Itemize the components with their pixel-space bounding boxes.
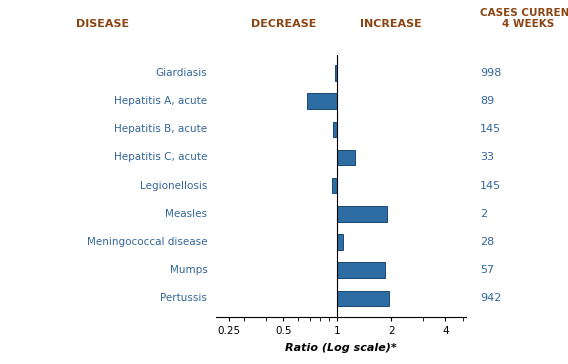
Text: DISEASE: DISEASE: [76, 19, 129, 29]
Text: INCREASE: INCREASE: [361, 19, 422, 29]
Text: 2: 2: [480, 209, 487, 219]
Text: CASES CURRENT
4 WEEKS: CASES CURRENT 4 WEEKS: [480, 8, 568, 29]
Text: DECREASE: DECREASE: [250, 19, 316, 29]
Bar: [337, 234, 343, 250]
Text: 57: 57: [480, 265, 494, 275]
Bar: [337, 206, 387, 222]
Text: Pertussis: Pertussis: [160, 293, 207, 303]
Text: Measles: Measles: [165, 209, 207, 219]
Bar: [337, 150, 355, 165]
Text: Hepatitis C, acute: Hepatitis C, acute: [114, 153, 207, 162]
Text: Legionellosis: Legionellosis: [140, 181, 207, 191]
Text: 145: 145: [480, 124, 501, 134]
Bar: [332, 178, 337, 193]
Text: 89: 89: [480, 96, 494, 106]
Text: Mumps: Mumps: [170, 265, 207, 275]
Text: 998: 998: [480, 68, 502, 78]
Bar: [333, 122, 337, 137]
Text: Meningococcal disease: Meningococcal disease: [87, 237, 207, 247]
Bar: [335, 65, 337, 81]
Bar: [337, 290, 390, 306]
Text: 145: 145: [480, 181, 501, 191]
Text: 33: 33: [480, 153, 494, 162]
Bar: [337, 262, 385, 278]
Text: 942: 942: [480, 293, 502, 303]
Bar: [307, 93, 337, 109]
X-axis label: Ratio (Log scale)*: Ratio (Log scale)*: [285, 343, 396, 353]
Text: 28: 28: [480, 237, 494, 247]
Text: Giardiasis: Giardiasis: [156, 68, 207, 78]
Text: Hepatitis A, acute: Hepatitis A, acute: [114, 96, 207, 106]
Text: Hepatitis B, acute: Hepatitis B, acute: [114, 124, 207, 134]
